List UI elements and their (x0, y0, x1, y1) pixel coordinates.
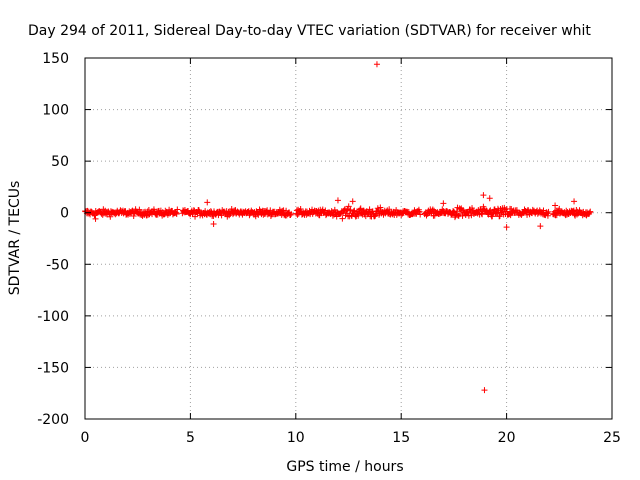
data-points (82, 61, 594, 394)
data-point (545, 208, 552, 215)
data-point-outlier (440, 200, 447, 207)
data-point (457, 206, 464, 213)
data-point-outlier (204, 199, 211, 206)
x-tick-label: 0 (81, 430, 90, 446)
data-point-outlier (503, 224, 510, 231)
data-point-outlier (210, 221, 217, 228)
data-point (429, 206, 436, 213)
data-point (496, 213, 503, 220)
data-point-outlier (349, 198, 356, 205)
y-tick-label: 150 (42, 51, 69, 67)
data-point (479, 211, 486, 218)
data-point (226, 212, 233, 219)
y-tick-label: 0 (60, 206, 69, 222)
data-point (267, 207, 274, 214)
data-point (377, 204, 384, 211)
data-point (551, 211, 558, 218)
data-point (355, 212, 362, 219)
plot-frame (84, 57, 613, 420)
data-point (287, 211, 294, 218)
data-point (487, 207, 494, 214)
y-tick-label: -200 (37, 412, 69, 428)
data-point-outlier (486, 195, 493, 202)
data-point (293, 207, 300, 214)
data-point (192, 213, 199, 220)
x-axis-label: GPS time / hours (286, 459, 403, 475)
data-point (451, 214, 458, 221)
data-point (357, 206, 364, 213)
data-point (174, 206, 181, 213)
y-axis-label: SDTVAR / TECUs (7, 181, 23, 296)
axis-ticks: 0 5 10 15 20 25 150 100 50 0 -50 -100 -150 -200 (37, 51, 621, 446)
data-point (288, 210, 295, 217)
data-point (553, 212, 560, 219)
data-point (107, 213, 114, 220)
data-point-outlier (537, 223, 544, 230)
data-point (173, 209, 180, 216)
data-point (343, 210, 350, 217)
data-point (347, 206, 354, 213)
data-point (506, 210, 513, 217)
data-point (143, 212, 150, 219)
chart-title: Day 294 of 2011, Sidereal Day-to-day VTE… (28, 23, 591, 39)
data-point (544, 212, 551, 219)
data-point (297, 205, 304, 212)
data-point (252, 213, 259, 220)
grid-lines (85, 58, 612, 419)
data-point-outlier (552, 202, 559, 209)
x-tick-label: 25 (603, 430, 621, 446)
x-tick-label: 5 (186, 430, 195, 446)
data-point (386, 206, 393, 213)
x-tick-label: 10 (287, 430, 305, 446)
data-point (489, 210, 496, 217)
data-point (489, 213, 496, 220)
y-tick-label: -50 (46, 257, 69, 273)
data-point (351, 207, 358, 214)
data-point (587, 208, 594, 215)
data-point (468, 212, 475, 219)
data-point (136, 206, 143, 213)
data-point-outlier (480, 192, 487, 199)
data-point (173, 210, 180, 217)
data-point-outlier (481, 387, 488, 394)
data-point (339, 215, 346, 222)
data-point (329, 212, 336, 219)
data-point (355, 209, 362, 216)
y-tick-label: 100 (42, 103, 69, 119)
x-tick-label: 15 (392, 430, 410, 446)
data-point (344, 206, 351, 213)
data-point (360, 207, 367, 214)
y-tick-label: -100 (37, 309, 69, 325)
y-tick-label: -150 (37, 360, 69, 376)
data-point (453, 208, 460, 215)
data-point (586, 209, 593, 216)
data-point (486, 208, 493, 215)
data-point-outlier (334, 197, 341, 204)
data-point-outlier (571, 198, 578, 205)
data-point (416, 208, 423, 215)
data-point-outlier (373, 61, 380, 68)
data-point (345, 203, 352, 210)
data-point (478, 210, 485, 217)
y-tick-label: 50 (51, 154, 69, 170)
data-point (371, 213, 378, 220)
data-point-outlier (92, 215, 99, 222)
x-tick-label: 20 (498, 430, 516, 446)
data-point (563, 207, 570, 214)
